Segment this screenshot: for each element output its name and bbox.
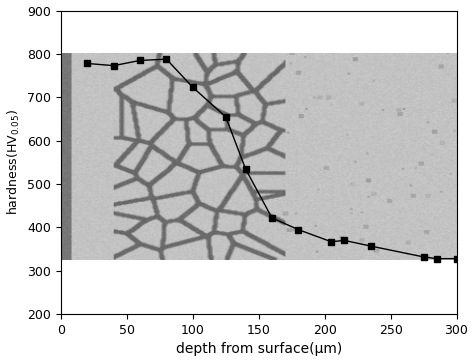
Y-axis label: hardness(HV$_{0.05}$): hardness(HV$_{0.05}$) — [6, 109, 22, 215]
X-axis label: depth from surface(μm): depth from surface(μm) — [175, 342, 342, 357]
